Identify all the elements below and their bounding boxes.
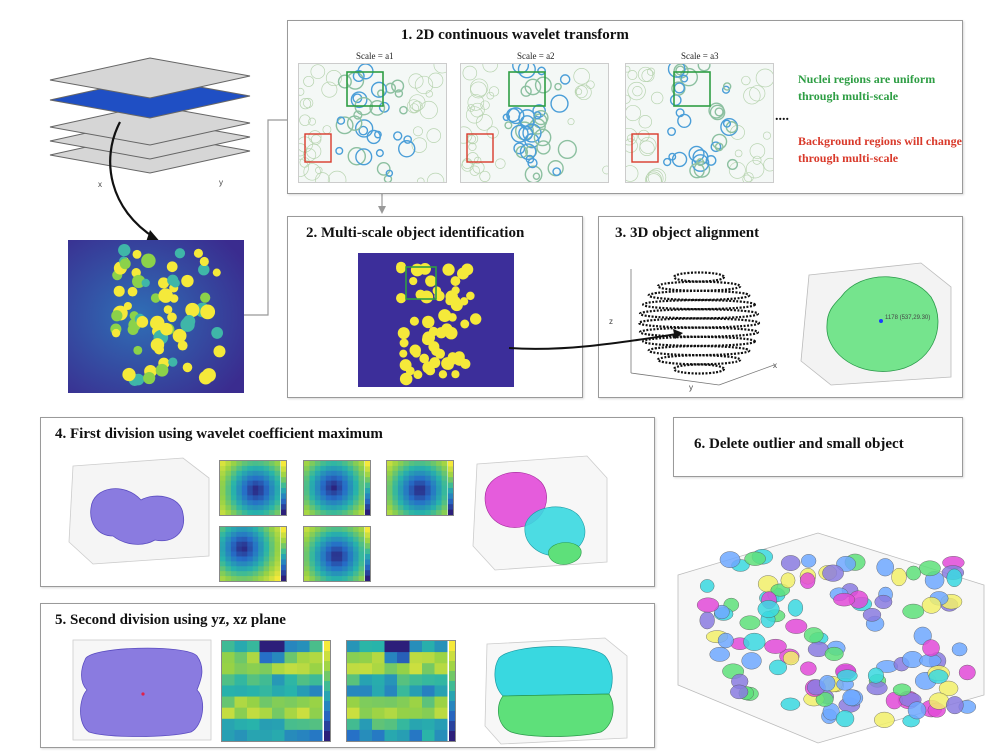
divided-nuclei-surface — [469, 450, 609, 578]
background-change-note: Background regions will change through m… — [798, 134, 962, 165]
image-stack — [40, 55, 255, 195]
scale-label-a3: Scale = a3 — [681, 51, 719, 61]
panel-wavelet-transform: 1. 2D continuous wavelet transform Scale… — [287, 20, 963, 194]
panel-3d-alignment: 3. 3D object alignment z y x 1178 (537,2… — [598, 216, 963, 398]
plot-y-axis-label: y — [689, 383, 693, 392]
final-nuclei-3d-view — [668, 515, 986, 747]
segmented-nuclei-image — [358, 253, 514, 387]
panel-second-division: 5. Second division using yz, xz plane — [40, 603, 655, 748]
3d-nucleus-surface: 1178 (537,29.30) — [791, 257, 957, 391]
nucleus-merged-surface — [63, 452, 213, 572]
stack-to-image-arrow — [109, 121, 162, 244]
scale-label-a2: Scale = a2 — [517, 51, 555, 61]
stack-x-axis-label: x — [98, 180, 102, 189]
plot-x-axis-label: x — [773, 361, 777, 370]
ellipsis: .... — [775, 109, 789, 124]
panel-1-title: 1. 2D continuous wavelet transform — [401, 27, 629, 43]
panel-5-title: 5. Second division using yz, xz plane — [55, 612, 286, 628]
panel-3-title: 3. 3D object alignment — [615, 225, 760, 241]
3d-point-label: 1178 (537,29.30) — [885, 315, 931, 321]
stack-y-axis-label: y — [219, 178, 223, 187]
panel-6-title: 6. Delete outlier and small object — [694, 436, 904, 452]
panel-4-title: 4. First division using wavelet coeffici… — [55, 426, 383, 442]
identification-to-alignment-arrow — [508, 329, 683, 350]
wavelet-scale-a2-image — [460, 63, 609, 183]
panel-multiscale-identification: 2. Multi-scale object identification — [287, 216, 583, 398]
wavelet-scale-a3-image — [625, 63, 774, 183]
panel-delete-outliers: 6. Delete outlier and small object — [673, 417, 963, 477]
nuclei-uniform-note: Nuclei regions are uniform through multi… — [798, 72, 936, 103]
nucleus-block-surface — [67, 634, 217, 746]
plot-z-axis-label: z — [609, 317, 613, 326]
coefficient-heatmap-4 — [219, 526, 287, 582]
nuclei-fluorescence-image — [68, 240, 244, 393]
stacked-contours-plot — [609, 261, 789, 389]
scale-label-a1: Scale = a1 — [356, 51, 394, 61]
xz-plane-heatmap — [346, 640, 456, 742]
panel-first-division: 4. First division using wavelet coeffici… — [40, 417, 655, 587]
wavelet-scale-a1-image — [298, 63, 447, 183]
coefficient-heatmap-5 — [303, 526, 371, 582]
coefficient-heatmap-3 — [386, 460, 454, 516]
coefficient-heatmap-1 — [219, 460, 287, 516]
yz-plane-heatmap — [221, 640, 331, 742]
split-nuclei-surface — [481, 634, 631, 746]
panel-2-title: 2. Multi-scale object identification — [306, 225, 525, 241]
coefficient-heatmap-2 — [303, 460, 371, 516]
